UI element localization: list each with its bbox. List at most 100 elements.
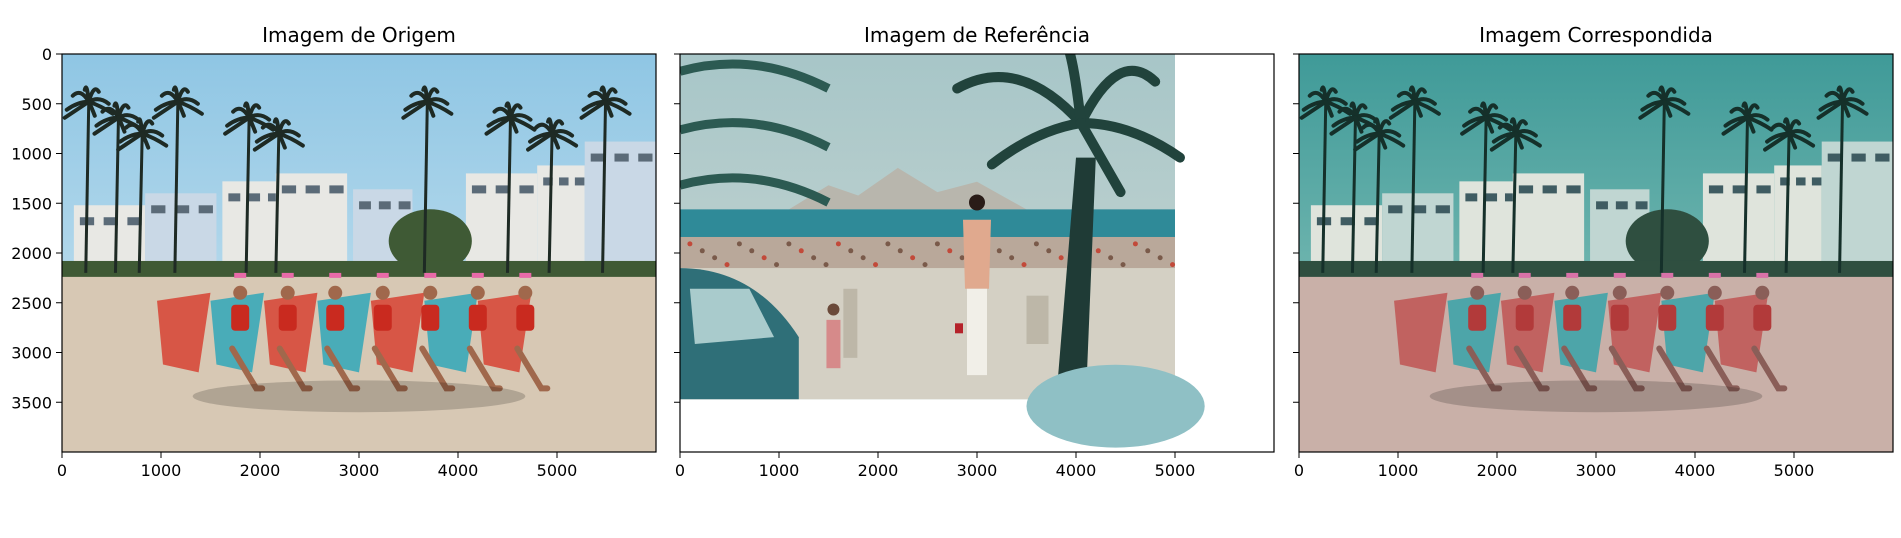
house-window	[1615, 201, 1628, 210]
crowd-person	[1021, 262, 1027, 268]
x-tick-label: 4000	[1056, 461, 1097, 480]
crowd-person	[947, 248, 953, 254]
palm-frond	[680, 59, 831, 93]
palm-frond	[175, 99, 186, 118]
palm-frond	[1388, 99, 1417, 120]
palm-frond	[508, 115, 519, 134]
swimsuit	[231, 304, 250, 331]
beach-chair	[157, 292, 211, 373]
palm-trunk	[1481, 117, 1488, 273]
y-tick-label: 0	[42, 45, 52, 64]
visor	[1708, 272, 1721, 278]
crowd-person	[798, 248, 804, 254]
palm-frond	[401, 99, 430, 120]
palm-trunk	[1784, 133, 1791, 273]
palm-frond	[116, 103, 131, 120]
stone-post	[843, 288, 858, 358]
palm-frond	[508, 103, 523, 120]
y-tick-label: 3000	[11, 344, 52, 363]
person-head	[1660, 285, 1675, 300]
palm-frond	[986, 118, 1086, 170]
palm-trunk	[1838, 101, 1845, 273]
panel-title: Imagem Correspondida	[1479, 23, 1713, 47]
house-window	[1411, 205, 1427, 214]
legs	[514, 345, 551, 392]
palm-frond	[603, 99, 614, 118]
crowd-person	[687, 241, 693, 247]
beach-chair	[1447, 292, 1501, 373]
house-window	[1635, 201, 1648, 210]
beach-chair	[1394, 292, 1448, 373]
crowd-person	[1132, 241, 1138, 247]
legs	[371, 345, 408, 392]
palm-frond	[579, 99, 608, 120]
palm-frond	[1484, 103, 1499, 120]
palm-frond	[1787, 119, 1802, 136]
crowd-person	[860, 255, 866, 261]
crowd-person	[897, 248, 903, 254]
chair-shadow	[1429, 380, 1763, 413]
person-head	[470, 285, 485, 300]
beach-chair	[1500, 292, 1555, 373]
visor	[329, 272, 342, 278]
panel-2: Imagem de Referência 0 1000 2000 3000 4000 500…	[674, 23, 1275, 480]
palm-trunk	[506, 117, 512, 273]
palm-frond	[1745, 115, 1756, 134]
palm-frond	[140, 119, 155, 136]
palm-frond	[550, 119, 565, 136]
crowd-person	[761, 255, 767, 261]
house-window	[1851, 153, 1866, 162]
palm-frond	[952, 72, 1086, 129]
palm-frond	[1299, 99, 1328, 120]
palm-frond	[484, 115, 513, 136]
x-tick-label: 2000	[858, 461, 899, 480]
crowd-person	[1145, 248, 1151, 254]
crowd-person	[873, 262, 879, 268]
panel-title: Imagem de Origem	[262, 23, 456, 47]
panel-image	[680, 54, 1205, 448]
handbag	[955, 323, 963, 334]
x-tick-label: 4000	[438, 461, 479, 480]
palm-frond	[1412, 87, 1427, 104]
swimsuit	[1705, 304, 1724, 331]
palm-frond	[1840, 87, 1855, 104]
house-window	[1756, 185, 1771, 194]
swimsuit	[468, 304, 487, 331]
legs	[1751, 345, 1788, 392]
blouse	[963, 219, 991, 289]
child-dress	[826, 319, 841, 369]
house-window	[638, 153, 653, 162]
palm-frond	[425, 99, 436, 118]
visor	[471, 272, 484, 278]
palm-trunk	[1659, 101, 1666, 273]
y-tick-label: 2500	[11, 294, 52, 313]
crowd-person	[1108, 255, 1114, 261]
legs	[1656, 345, 1693, 392]
palm-frond	[1323, 87, 1338, 104]
palm-trunk	[173, 101, 180, 273]
house-window	[398, 201, 411, 210]
crowd-person	[1046, 248, 1052, 254]
palm-trunk	[274, 133, 281, 273]
tree-bush	[1625, 209, 1709, 273]
legs	[324, 345, 361, 392]
x-tick-label: 1000	[141, 461, 182, 480]
palm-frond	[1721, 115, 1750, 136]
palm-frond	[1816, 99, 1845, 120]
crowd-person	[1058, 255, 1064, 261]
palm-trunk	[1410, 101, 1417, 273]
house-window	[359, 201, 371, 210]
x-tick-label: 4000	[1675, 461, 1716, 480]
person-head	[1707, 285, 1722, 300]
crowd-person	[835, 241, 841, 247]
palm-frond	[1484, 115, 1495, 134]
legs	[1466, 345, 1503, 392]
swimsuit	[1515, 304, 1534, 331]
x-tick-label: 5000	[537, 461, 578, 480]
house-window	[590, 153, 605, 162]
house-window	[559, 177, 569, 186]
swimsuit	[278, 304, 297, 331]
house-window	[614, 153, 629, 162]
house-window	[1465, 193, 1478, 202]
